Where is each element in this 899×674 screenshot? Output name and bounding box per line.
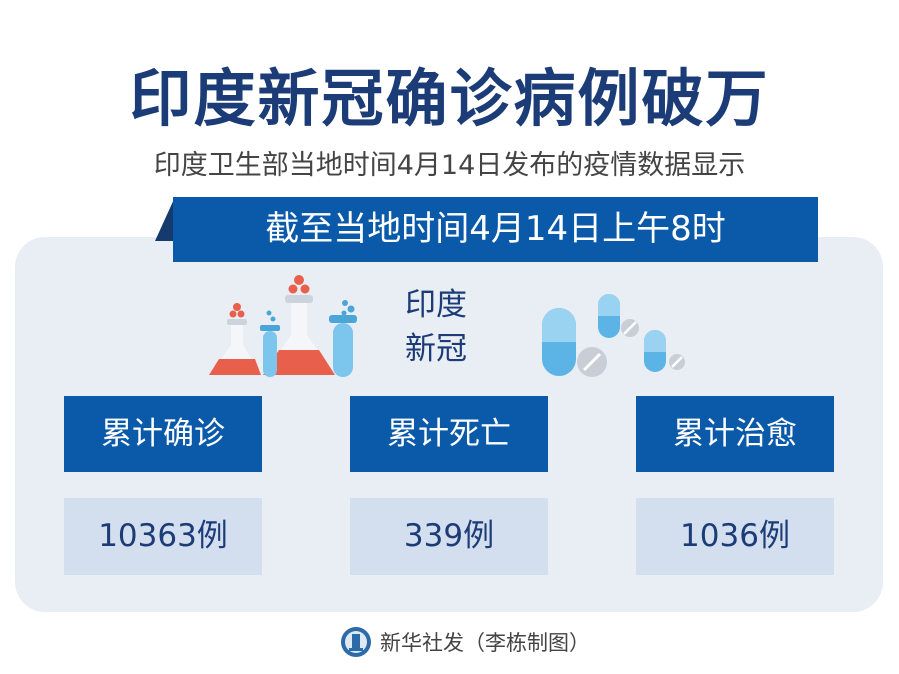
label-line-2: 新冠 xyxy=(405,331,467,367)
country-label: 印度 新冠 xyxy=(405,283,467,371)
label-confirmed: 累计确诊 xyxy=(64,396,262,472)
label-recovered: 累计治愈 xyxy=(636,396,834,472)
pills-icon xyxy=(542,294,685,377)
value-confirmed: 10363例 xyxy=(64,498,262,575)
page-title: 印度新冠确诊病例破万 xyxy=(129,62,770,135)
subtitle: 印度卫生部当地时间4月14日发布的疫情数据显示 xyxy=(153,150,746,181)
value-deaths: 339例 xyxy=(350,498,548,575)
label-deaths: 累计死亡 xyxy=(350,396,548,472)
date-banner: 截至当地时间4月14日上午8时 xyxy=(173,197,818,262)
flask-icon xyxy=(209,275,357,377)
footer: 新华社发（李栋制图） xyxy=(340,626,590,658)
credit-text: 新华社发（李栋制图） xyxy=(380,631,590,655)
label-line-1: 印度 xyxy=(405,287,467,323)
banner-fold xyxy=(155,197,175,241)
value-recovered: 1036例 xyxy=(636,498,834,575)
xinhua-logo-icon xyxy=(341,627,371,657)
